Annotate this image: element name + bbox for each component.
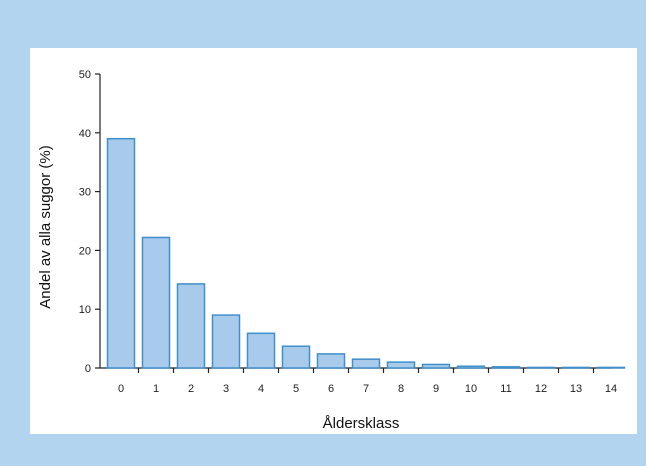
- bar-7: [351, 358, 381, 369]
- x-tick-label: 12: [535, 383, 547, 395]
- chart-panel: 0 10 20 30 40 50 0 1 2 3 4 5 6 7 8 9 10 11 12 13 14 Åldersk…: [30, 48, 637, 434]
- y-axis-title: Andel av alla suggor (%): [37, 145, 54, 308]
- x-tick-label: 2: [188, 383, 194, 395]
- x-tick-label: 14: [605, 383, 617, 395]
- bar-9: [421, 363, 451, 369]
- bar-14: [596, 366, 626, 369]
- bar-5: [281, 345, 311, 369]
- x-ticks: 0 1 2 3 4 5 6 7 8 9 10 11 12 13 14: [118, 368, 617, 395]
- y-tick-label: 10: [79, 304, 91, 316]
- x-tick-label: 1: [153, 383, 159, 395]
- x-tick-label: 3: [223, 383, 229, 395]
- y-ticks: 0 10 20 30 40 50: [79, 69, 100, 375]
- y-tick-label: 20: [79, 245, 91, 257]
- x-tick-label: 4: [258, 383, 264, 395]
- bar-3: [211, 314, 241, 369]
- y-tick-label: 50: [79, 69, 91, 81]
- bar-1: [141, 236, 171, 369]
- bar-13: [561, 366, 591, 369]
- bars: [106, 137, 626, 369]
- y-tick-label: 0: [85, 363, 91, 375]
- x-tick-label: 6: [328, 383, 334, 395]
- x-axis-title: Åldersklass: [323, 415, 400, 432]
- y-tick-label: 40: [79, 128, 91, 140]
- x-tick-label: 0: [118, 383, 124, 395]
- x-tick-label: 5: [293, 383, 299, 395]
- bar-12: [526, 366, 556, 369]
- x-tick-label: 10: [465, 383, 477, 395]
- y-tick-label: 30: [79, 187, 91, 199]
- bar-2: [176, 283, 206, 369]
- bar-6: [316, 353, 346, 369]
- bar-11: [491, 366, 521, 369]
- bar-8: [386, 361, 416, 369]
- x-tick-label: 8: [398, 383, 404, 395]
- x-tick-label: 7: [363, 383, 369, 395]
- x-tick-label: 13: [570, 383, 582, 395]
- bar-10: [456, 365, 486, 369]
- x-tick-label: 11: [500, 383, 511, 395]
- bar-0: [106, 137, 136, 369]
- x-tick-label: 9: [433, 383, 439, 395]
- bar-4: [246, 332, 276, 369]
